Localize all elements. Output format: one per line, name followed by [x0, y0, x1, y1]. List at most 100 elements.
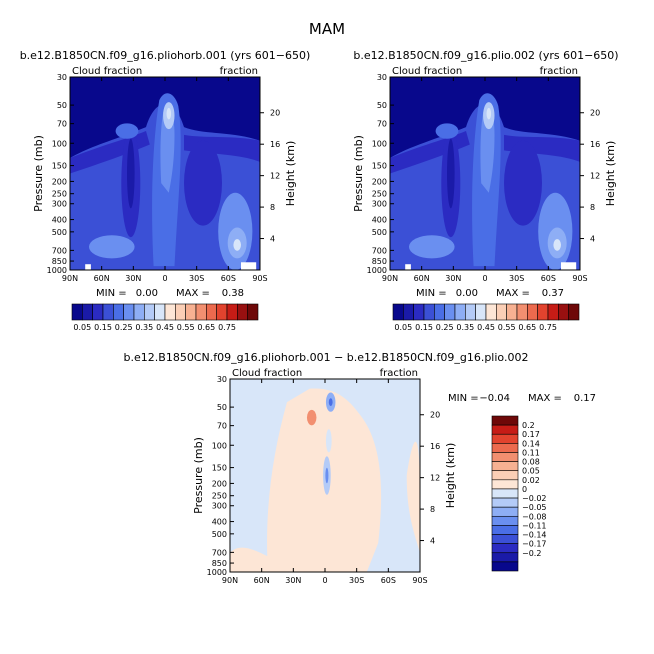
field-region — [325, 467, 329, 484]
x-tick-label: 60N — [414, 274, 430, 283]
y2-tick-label: 4 — [590, 235, 595, 244]
colorbar-label: −0.11 — [522, 521, 547, 530]
x-tick-label: 60S — [221, 274, 236, 283]
colorbar-swatch — [537, 303, 549, 321]
colorbar-swatch — [92, 303, 104, 321]
field-region — [328, 398, 333, 407]
field-region — [409, 235, 455, 259]
x-tick-label: 0 — [162, 274, 167, 283]
y-tick-label: 250 — [212, 492, 227, 501]
colorbar-swatch — [527, 303, 538, 321]
chart-panel: b.e12.B1850CN.f09_g16.pliohorb.001 − b.e… — [124, 351, 596, 585]
x-tick-label: 0 — [322, 576, 327, 585]
colorbar-swatch — [185, 303, 197, 321]
colorbar-swatch — [506, 303, 518, 321]
colorbar-label: 0.17 — [522, 430, 540, 439]
x-tick-label: 30N — [285, 576, 301, 585]
max-label: MAX = — [528, 393, 562, 404]
colorbar-label: 0.45 — [477, 323, 495, 332]
y-tick-label: 150 — [52, 162, 67, 171]
colorbar-swatch — [491, 561, 519, 572]
y-tick-label: 300 — [52, 200, 67, 209]
max-label: MAX = — [496, 288, 530, 299]
colorbar-swatch — [423, 303, 435, 321]
panel-right-label: fraction — [220, 66, 258, 77]
colorbar-swatch — [491, 525, 519, 535]
field — [230, 379, 420, 572]
x-tick-label: 90S — [412, 576, 427, 585]
y-tick-label: 100 — [212, 441, 227, 450]
colorbar-label: 0.35 — [135, 323, 153, 332]
colorbar-label: 0.05 — [394, 323, 412, 332]
field-region — [89, 235, 135, 259]
colorbar-swatch — [547, 303, 559, 321]
field-region — [561, 262, 577, 270]
colorbar-swatch — [558, 303, 569, 321]
min-label: MIN = — [416, 288, 447, 299]
min-label: MIN = — [448, 393, 479, 404]
colorbar-label: 0.35 — [456, 323, 474, 332]
colorbar-label: 0.25 — [436, 323, 454, 332]
colorbar-label: 0.02 — [522, 476, 540, 485]
colorbar-swatch — [237, 303, 248, 321]
x-tick-label: 90N — [62, 274, 78, 283]
x-tick-label: 90N — [222, 576, 238, 585]
field-region — [486, 107, 492, 120]
colorbar-swatch — [154, 303, 166, 321]
y-tick-label: 70 — [377, 120, 387, 129]
y2-axis-label: Height (km) — [284, 141, 297, 207]
y-tick-label: 250 — [372, 190, 387, 199]
field-region — [435, 123, 459, 139]
y2-tick-label: 12 — [270, 172, 280, 181]
field — [70, 77, 260, 270]
colorbar-swatch — [144, 303, 155, 321]
y-tick-label: 700 — [52, 246, 67, 255]
y2-axis-label: Height (km) — [604, 141, 617, 207]
x-tick-label: 30S — [349, 576, 364, 585]
colorbar-label: −0.2 — [522, 549, 541, 558]
panel-left-label: Cloud fraction — [392, 66, 462, 77]
field-region — [127, 138, 135, 209]
colorbar-swatch — [485, 303, 497, 321]
field-region — [233, 239, 241, 251]
colorbar-swatch — [491, 470, 519, 481]
field-region — [390, 77, 580, 159]
y2-tick-label: 16 — [590, 140, 600, 149]
colorbar-label: 0 — [522, 485, 527, 494]
panel-right-label: fraction — [380, 368, 418, 379]
panel-right-label: fraction — [540, 66, 578, 77]
colorbar-swatch — [516, 303, 528, 321]
y-tick-label: 200 — [372, 177, 387, 186]
panel-left-label: Cloud fraction — [72, 66, 142, 77]
y-tick-label: 50 — [377, 101, 387, 110]
colorbar-swatch — [491, 461, 519, 472]
y-tick-label: 400 — [52, 216, 67, 225]
colorbar-swatch — [465, 303, 476, 321]
colorbar-swatch — [491, 452, 519, 462]
colorbar-swatch — [392, 303, 404, 321]
field-region — [553, 239, 561, 251]
colorbar-swatch — [216, 303, 228, 321]
colorbar-swatch — [133, 303, 145, 321]
y-tick-label: 500 — [52, 228, 67, 237]
colorbar-label: 0.15 — [415, 323, 433, 332]
field — [390, 77, 580, 270]
y-tick-label: 100 — [52, 139, 67, 148]
y2-tick-label: 12 — [590, 172, 600, 181]
y2-axis-label: Height (km) — [444, 443, 457, 509]
x-tick-label: 90S — [252, 274, 267, 283]
colorbar-label: 0.11 — [522, 448, 540, 457]
min-value: 0.00 — [456, 288, 478, 299]
max-value: 0.38 — [222, 288, 244, 299]
field-region — [405, 264, 411, 270]
colorbar-swatch — [123, 303, 135, 321]
colorbar-label: −0.08 — [522, 512, 547, 521]
x-tick-label: 90N — [382, 274, 398, 283]
colorbar-swatch — [454, 303, 466, 321]
colorbar-swatch — [413, 303, 425, 321]
colorbar-swatch — [491, 424, 519, 435]
colorbar-swatch — [226, 303, 238, 321]
figure-title: MAM — [309, 20, 345, 38]
colorbar-swatch — [175, 303, 186, 321]
x-tick-label: 60S — [541, 274, 556, 283]
